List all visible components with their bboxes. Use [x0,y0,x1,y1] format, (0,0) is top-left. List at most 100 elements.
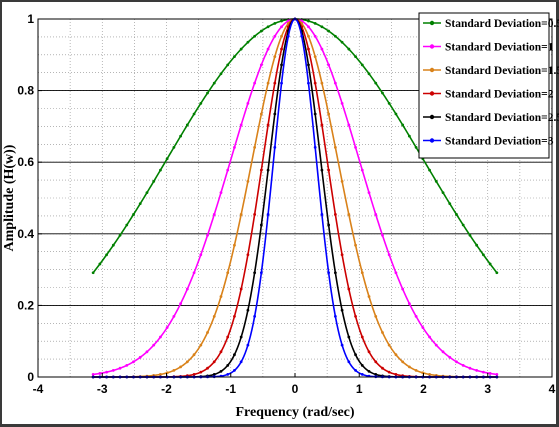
series-marker [333,81,337,85]
series-marker [387,370,391,374]
series-marker [360,168,364,172]
series-marker [159,335,162,339]
series-marker [354,145,357,149]
y-tick-label: 0.4 [17,227,34,241]
series-marker [226,168,230,172]
legend-swatch-marker [429,20,435,26]
series-marker [381,233,384,237]
series-marker [280,34,283,38]
series-marker [239,287,243,291]
series-marker [212,213,216,216]
series-marker [320,123,324,127]
series-marker [367,369,371,373]
series-marker [273,34,277,38]
series-marker [259,168,263,172]
series-marker [138,202,142,206]
legend-entry-label: Standard Deviation=2.5 [445,112,559,124]
series-marker [347,335,351,339]
series-marker [212,360,216,364]
series-marker [307,25,310,29]
series-marker [206,233,209,237]
series-marker [233,243,236,247]
series-marker [219,350,223,354]
axis-ticks: -4 -3 -2 -1 0 1 2 3 4 0 0.2 0.4 0.6 0.8 1 [17,12,555,396]
series-marker [280,63,283,67]
series-marker [259,271,263,275]
y-tick-label: 1 [27,12,34,26]
series-marker [333,315,337,318]
series-marker [434,343,438,347]
series-marker [441,191,445,195]
series-marker [333,213,337,216]
series-marker [421,326,425,329]
series-marker [354,55,357,59]
series-marker [320,168,324,172]
x-tick-label: 1 [356,382,363,396]
series-marker [185,287,189,291]
series-marker [360,335,364,339]
series-marker [105,253,109,257]
legend-swatch-marker [429,91,435,96]
series-marker [313,145,317,149]
series-marker [159,168,162,172]
series-marker [212,81,216,85]
series-marker [407,302,411,305]
y-tick-label: 0 [27,370,34,384]
series-marker [132,360,135,364]
series-marker [246,343,250,347]
series-marker [320,81,324,85]
legend-swatch-marker [429,67,435,73]
series-marker [340,40,344,44]
series-marker [259,29,263,33]
series-marker [354,353,357,357]
series-marker [488,372,492,375]
series-marker [226,373,230,376]
series-marker [273,112,277,116]
series-marker [165,326,169,329]
y-axis-label: Amplitude (H(w)) [2,144,17,251]
series-marker [172,315,176,318]
series-marker [132,213,135,216]
series-marker [246,253,250,257]
series-marker [320,213,324,216]
series-marker [111,243,115,247]
legend-entry-label: Standard Deviation=1 [445,42,554,54]
series-marker [239,335,243,339]
series-marker [468,366,472,370]
series-marker [259,223,263,227]
series-marker [327,223,331,227]
x-axis-label: Frequency (rad/sec) [235,405,354,420]
series-marker [374,360,378,364]
series-marker [226,363,230,367]
series-marker [145,350,149,354]
series-marker [199,253,203,257]
series-marker [401,360,405,364]
series-marker [495,373,499,376]
series-marker [441,350,445,354]
series-marker [307,47,310,51]
series-marker [428,168,431,172]
series-marker [233,353,236,357]
series-marker [401,287,405,291]
series-marker [374,373,378,376]
series-marker [360,63,364,67]
series-marker [192,353,196,357]
series-marker [320,47,324,51]
series-marker [91,373,95,376]
series-marker [226,63,230,67]
series-marker [266,168,270,172]
series-marker [387,343,391,347]
series-marker [185,360,189,364]
series-marker [307,19,310,23]
series-marker [280,81,283,85]
series-markers-2 [91,17,499,376]
series-marker [239,360,243,364]
series-marker [313,55,317,59]
series-marker [333,34,337,38]
series-marker [313,81,317,85]
y-tick-label: 0.6 [17,155,34,169]
series-marker [259,63,263,67]
series-marker [455,213,458,216]
legend-entry-label: Standard Deviation=3 [445,136,554,148]
series-marker [219,295,223,298]
